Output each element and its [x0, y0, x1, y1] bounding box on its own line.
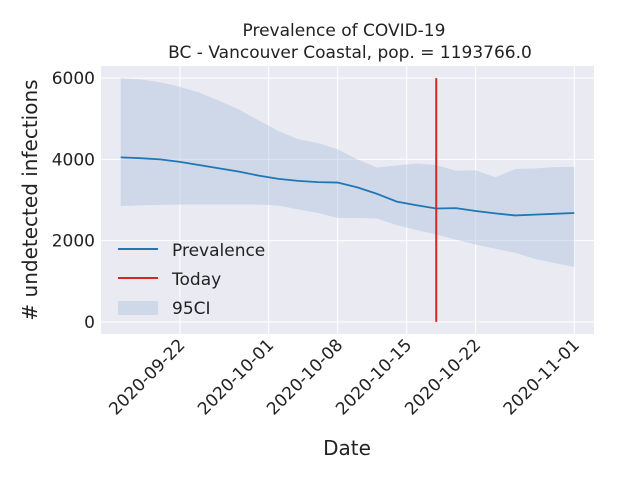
y-tick-label: 2000 [52, 232, 95, 252]
ci-band-area [120, 78, 575, 267]
legend-label-prevalence: Prevalence [172, 241, 265, 261]
legend-swatch-95ci [118, 301, 158, 315]
x-tick-label: 2020-11-01 [500, 335, 584, 419]
confidence-band [120, 78, 575, 267]
legend-label-95ci: 95CI [172, 299, 211, 319]
y-tick-label: 6000 [52, 69, 95, 89]
plot-area [101, 66, 594, 334]
y-tick-labels: 0 2000 4000 6000 [52, 69, 95, 333]
chart-subtitle: BC - Vancouver Coastal, pop. = 1193766.0 [168, 43, 532, 63]
prevalence-series [120, 156, 575, 217]
chart-title: Prevalence of COVID-19 [243, 21, 446, 41]
grid [101, 66, 594, 334]
y-axis-label: # undetected infections [18, 79, 42, 320]
prevalence-line [120, 156, 575, 217]
legend-label-today: Today [171, 270, 221, 290]
y-tick-label: 0 [84, 313, 95, 333]
legend: Prevalence Today 95CI [118, 241, 265, 319]
x-tick-label: 2020-09-22 [105, 335, 189, 419]
x-tick-labels: 2020-09-22 2020-10-012020-10-082020-10-15… [105, 335, 583, 419]
x-axis-label: Date [323, 436, 371, 460]
y-tick-label: 4000 [52, 150, 95, 170]
